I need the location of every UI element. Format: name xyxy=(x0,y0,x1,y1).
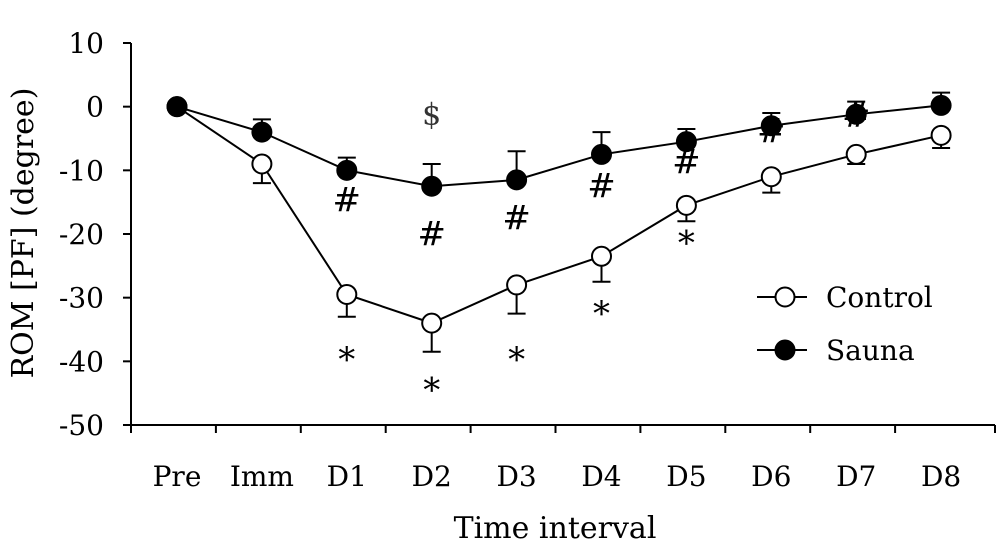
annotation-hash: # xyxy=(417,214,446,254)
y-tick-label: 10 xyxy=(68,27,104,60)
series-layer xyxy=(166,91,952,353)
annotation-star: * xyxy=(678,223,695,263)
data-point xyxy=(506,274,528,296)
data-point xyxy=(591,143,612,165)
data-point xyxy=(166,96,188,118)
x-tick-label: D8 xyxy=(921,460,961,493)
data-point xyxy=(251,121,273,143)
legend-item-control: Control xyxy=(757,281,933,314)
data-point xyxy=(336,159,358,181)
annotation-hash: # xyxy=(333,181,362,221)
legend-label: Control xyxy=(826,281,933,314)
annotation-hash: # xyxy=(587,167,616,207)
y-tick-label: -10 xyxy=(59,154,104,187)
x-tick-label: D6 xyxy=(751,460,791,493)
annotation-star: * xyxy=(338,340,355,380)
x-tick-label: D2 xyxy=(412,460,452,493)
data-point xyxy=(591,245,612,267)
x-axis-title: Time interval xyxy=(454,511,657,546)
annotation-hash: # xyxy=(672,143,701,183)
series-line xyxy=(176,105,942,325)
annotation-hash: # xyxy=(757,111,786,151)
y-tick-label: -30 xyxy=(59,282,104,315)
y-tick-label: -40 xyxy=(59,345,104,378)
data-point xyxy=(421,175,443,197)
legend-marker xyxy=(774,339,796,361)
y-tick-label: -20 xyxy=(59,218,104,251)
annotation-dollar: $ xyxy=(422,97,441,132)
x-axis-ticks: Pre Imm D1 D2 D3 D4 D5 D6 D7 D8 xyxy=(130,425,996,493)
data-point xyxy=(845,143,867,165)
y-axis-title: ROM [PF] (degree) xyxy=(6,88,41,379)
legend-item-sauna: Sauna xyxy=(757,334,915,367)
x-tick-label: Pre xyxy=(153,460,202,493)
x-tick-label: D3 xyxy=(496,460,536,493)
annotation-star: * xyxy=(593,294,610,334)
x-tick-label: D7 xyxy=(836,460,876,493)
data-point xyxy=(675,194,697,216)
data-point xyxy=(675,131,697,153)
annotation-hash: # xyxy=(842,96,871,136)
x-tick-label: D1 xyxy=(327,460,367,493)
y-axis-ticks: 10 0 -10 -20 -30 -40 -50 xyxy=(59,27,131,442)
data-point xyxy=(421,312,443,334)
data-point xyxy=(506,169,528,191)
x-tick-label: Imm xyxy=(230,460,294,493)
series-control xyxy=(166,96,952,353)
annotation-star: * xyxy=(423,370,440,410)
data-point xyxy=(845,103,867,125)
data-point xyxy=(760,115,782,137)
data-point xyxy=(336,283,358,305)
data-point xyxy=(930,94,952,116)
x-tick-label: D4 xyxy=(581,460,621,493)
series-sauna xyxy=(166,91,952,197)
x-tick-label: D5 xyxy=(666,460,706,493)
series-line xyxy=(176,104,942,188)
y-tick-label: -50 xyxy=(59,409,104,442)
annotation-star: * xyxy=(508,340,525,380)
legend-marker xyxy=(774,286,796,308)
data-point xyxy=(251,153,273,175)
legend-label: Sauna xyxy=(826,334,915,367)
annotation-hash: # xyxy=(502,199,531,239)
y-tick-label: 0 xyxy=(86,91,104,124)
data-point xyxy=(760,166,782,188)
legend: Control Sauna xyxy=(757,281,933,367)
annotation-layer: $ # # # # # # # * * * * * xyxy=(333,96,871,410)
data-point xyxy=(930,124,952,146)
